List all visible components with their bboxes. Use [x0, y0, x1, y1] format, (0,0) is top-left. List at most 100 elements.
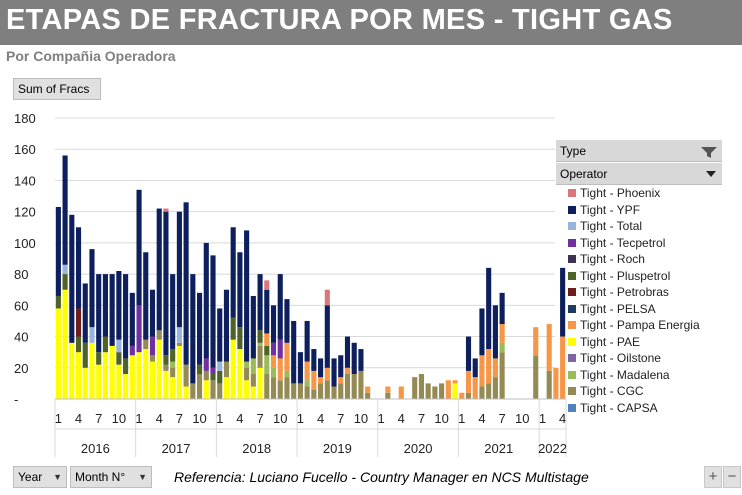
x-year-label: 2022 [538, 441, 567, 456]
bar-segment [170, 349, 176, 362]
legend-swatch [568, 321, 576, 329]
year-dropdown-icon[interactable]: ▼ [53, 472, 62, 482]
bar-segment [270, 305, 277, 343]
bar-segment [324, 367, 330, 381]
y-tick-label: 40 [14, 330, 28, 345]
bar-segment [304, 320, 310, 362]
bar-segment [156, 208, 162, 331]
bar-segment [176, 342, 182, 346]
x-month-tick-label: 1 [216, 411, 223, 426]
chart-subtitle: Por Compañia Operadora [6, 48, 176, 64]
zoom-out-button[interactable]: − [723, 466, 741, 488]
bar-segment [55, 206, 61, 296]
legend-swatch [568, 354, 576, 362]
bar-segment [546, 324, 552, 371]
legend-label: Tight - YPF [580, 202, 641, 217]
chevron-down-icon[interactable] [706, 171, 716, 177]
legend-label: Tight - Pluspetrol [580, 268, 671, 283]
bar-segment [492, 358, 498, 378]
legend-item[interactable]: Tight - Roch [568, 251, 645, 267]
legend-label: Tight - Tecpetrol [580, 235, 666, 250]
bar-segment [304, 386, 310, 399]
legend-item[interactable]: Tight - Phoenix [568, 185, 660, 201]
x-month-tick-label: 10 [354, 411, 368, 426]
legend-type-header[interactable]: Type [556, 140, 722, 162]
x-month-tick-label: 1 [55, 411, 62, 426]
bar-segment [385, 386, 391, 393]
legend-operator-label: Operator [560, 167, 608, 181]
x-month-tick-label: 7 [499, 411, 506, 426]
legend-item[interactable]: Tight - Pampa Energia [568, 317, 700, 333]
bar-segment [479, 308, 485, 356]
legend-label: Tight - Oilstone [580, 351, 661, 365]
month-dropdown-icon[interactable]: ▼ [138, 472, 147, 482]
bar-segment [136, 352, 142, 399]
bar-segment [439, 383, 445, 399]
value-field-label: Sum of Fracs [18, 82, 90, 96]
legend-swatch [568, 403, 576, 412]
bar-segment [304, 361, 310, 381]
legend-item[interactable]: Tight - Oilstone [568, 350, 661, 366]
y-tick-label: 80 [14, 267, 28, 282]
bar-segment [217, 383, 223, 399]
y-tick-label: 100 [14, 236, 36, 251]
bar-segment [149, 336, 156, 356]
x-month-tick-label: 4 [75, 411, 82, 426]
bar-segment [492, 377, 498, 399]
legend-item[interactable]: Tight - YPF [568, 202, 640, 218]
bar-segment [237, 327, 243, 350]
x-month-tick-label: 7 [337, 411, 344, 426]
bar-segment [143, 252, 149, 340]
value-field-button[interactable]: Sum of Fracs [13, 78, 101, 100]
bar-segment [176, 345, 182, 399]
bar-segment [109, 274, 115, 346]
legend-label: Tight - PAE [580, 334, 641, 349]
bar-segment [143, 349, 149, 399]
legend-operator-header[interactable]: Operator [556, 163, 722, 185]
bar-segment [499, 352, 505, 399]
legend-item[interactable]: Tight - Total [568, 218, 642, 234]
bar-segment [129, 292, 135, 346]
bar-segment [55, 308, 61, 399]
bar-segment [102, 336, 108, 353]
bar-segment [338, 383, 344, 399]
bar-segment [116, 339, 122, 353]
bar-segment [197, 364, 203, 375]
bar-segment [116, 270, 122, 340]
legend-item[interactable]: Tight - PAE [568, 334, 640, 350]
legend-item[interactable]: Tight - Madalena [568, 367, 670, 383]
x-month-tick-label: 4 [236, 411, 243, 426]
bar-segment [163, 208, 169, 212]
bar-segment [465, 336, 472, 371]
legend-item[interactable]: Tight - Pluspetrol [568, 268, 670, 284]
funnel-icon[interactable] [699, 143, 719, 159]
legend-item[interactable]: Tight - Petrobras [568, 284, 669, 300]
bar-segment [365, 392, 371, 399]
legend-swatch [568, 370, 576, 379]
bar-segment [533, 355, 539, 399]
bar-segment [75, 308, 82, 337]
zoom-in-button[interactable]: + [704, 466, 722, 488]
bar-segment [237, 252, 243, 328]
legend-swatch [568, 255, 576, 263]
bar-segment [75, 227, 82, 309]
bar-segment [176, 327, 182, 343]
legend-item[interactable]: Tight - CGC [568, 383, 644, 399]
bar-segment [217, 308, 223, 362]
legend-swatch [568, 238, 576, 247]
bar-segment [217, 370, 223, 384]
legend-swatch [568, 189, 576, 197]
bar-segment [452, 380, 458, 384]
year-field-button[interactable]: Year ▼ [13, 466, 67, 488]
legend-item[interactable]: Tight - Tecpetrol [568, 235, 665, 251]
bar-segment [203, 358, 209, 371]
bar-segment [163, 355, 169, 365]
month-field-button[interactable]: Month N° ▼ [70, 466, 152, 488]
bar-segment [486, 267, 492, 350]
bar-segment [479, 386, 485, 399]
legend-item[interactable]: Tight - CAPSA [568, 400, 658, 416]
bar-segment [203, 242, 209, 359]
bar-segment [156, 330, 162, 340]
legend-item[interactable]: Tight - PELSA [568, 301, 656, 317]
x-month-tick-label: 1 [135, 411, 142, 426]
